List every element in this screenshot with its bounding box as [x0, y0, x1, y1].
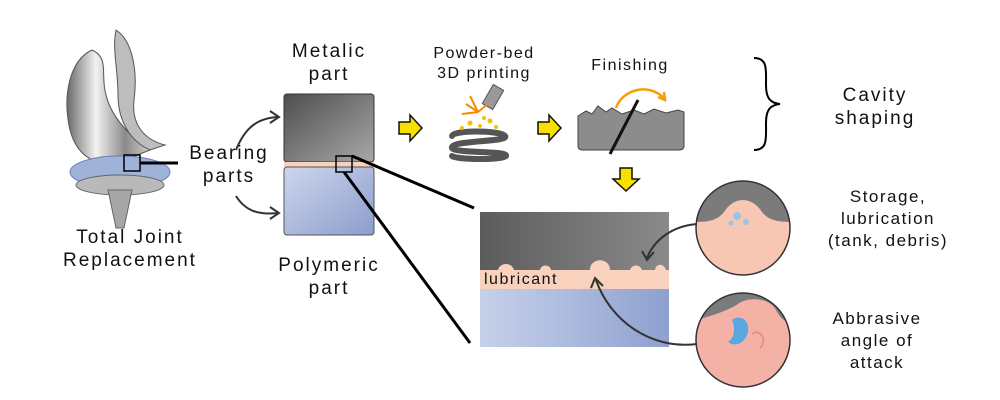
total-joint-label: Total Joint Replacement [40, 226, 220, 272]
cavity-shaping-label: Cavity shaping [810, 84, 940, 130]
yellow-arrows [398, 113, 641, 193]
metallic-part-line1: Metalic [291, 41, 367, 62]
powder-dots [460, 116, 498, 130]
polymeric-part-block [283, 166, 375, 236]
zoom-polymer-layer [480, 289, 669, 347]
arrow-to-metallic [235, 116, 279, 151]
arrow-to-metallic-head [269, 110, 281, 124]
lubricant-label: lubricant [484, 270, 588, 290]
finishing-label: Finishing [566, 56, 694, 76]
cavity-shaping-line1: Cavity [842, 85, 908, 106]
storage-line2: lubrication [841, 209, 935, 228]
arrow-storage-head [641, 250, 655, 262]
printed-coil [448, 128, 510, 162]
total-joint-line1: Total Joint [76, 227, 184, 248]
yellow-arrow-down [611, 167, 641, 193]
split-arrows [235, 110, 281, 220]
arrow-to-polymeric-head [269, 206, 281, 220]
printer-nozzle [481, 83, 505, 111]
storage-circle [695, 180, 791, 276]
polymeric-part-line1: Polymeric [278, 255, 380, 276]
storage-label: Storage, lubrication (tank, debris) [808, 186, 968, 252]
cutting-tool [608, 99, 640, 155]
rotation-arrow [614, 88, 665, 109]
cavity-brace [753, 57, 781, 151]
abrasive-label: Abbrasive angle of attack [802, 308, 952, 374]
zoomed-interface [480, 212, 669, 347]
storage-line1: Storage, [849, 187, 927, 206]
circle-arrows [590, 223, 698, 346]
arrow-storage-to-interface [646, 223, 698, 259]
rotation-arrow-head [657, 91, 667, 103]
laser-sparks [461, 95, 489, 115]
interface-layer [284, 162, 374, 167]
powder-bed-label: Powder-bed 3D printing [404, 44, 564, 84]
zoom-cavities [480, 260, 669, 278]
rough-surface-block [577, 105, 685, 151]
implant-femoral-condyle [114, 29, 167, 151]
implant-stem [107, 189, 133, 229]
yellow-arrow-2 [537, 113, 563, 143]
metallic-part-block [283, 93, 375, 163]
zoom-line-upper [351, 154, 475, 210]
arrow-abrasive-head [590, 276, 604, 289]
abrasive-circle [695, 292, 791, 388]
abrasive-line1: Abbrasive [832, 309, 922, 328]
powder-bed-line2: 3D printing [437, 65, 531, 82]
polymeric-part-line2: part [308, 278, 350, 299]
cavity-shaping-line2: shaping [834, 108, 916, 129]
abrasive-line3: attack [849, 353, 905, 372]
metallic-part-line2: part [308, 64, 350, 85]
yellow-arrow-1 [398, 113, 424, 143]
polymeric-part-label: Polymeric part [254, 254, 404, 300]
arrow-to-polymeric [235, 195, 279, 215]
abrasive-line2: angle of [840, 331, 914, 350]
arrow-abrasive-to-interface [595, 279, 698, 346]
finishing-text: Finishing [591, 57, 669, 74]
metallic-part-label: Metalic part [264, 40, 394, 86]
zoom-line-lower [342, 171, 472, 344]
total-joint-line2: Replacement [63, 250, 197, 271]
lubricant-text: lubricant [484, 271, 558, 288]
powder-bed-line1: Powder-bed [433, 45, 535, 62]
finishing-icon [577, 88, 685, 155]
bearing-parts-line1: Bearing [189, 143, 269, 164]
implant-illustration [66, 29, 178, 229]
implant-femoral-component [66, 49, 152, 164]
powder-bed-icon [448, 83, 510, 162]
bearing-parts-label: Bearing parts [174, 142, 284, 188]
storage-line3: (tank, debris) [827, 231, 949, 250]
bearing-parts-line2: parts [202, 166, 256, 187]
